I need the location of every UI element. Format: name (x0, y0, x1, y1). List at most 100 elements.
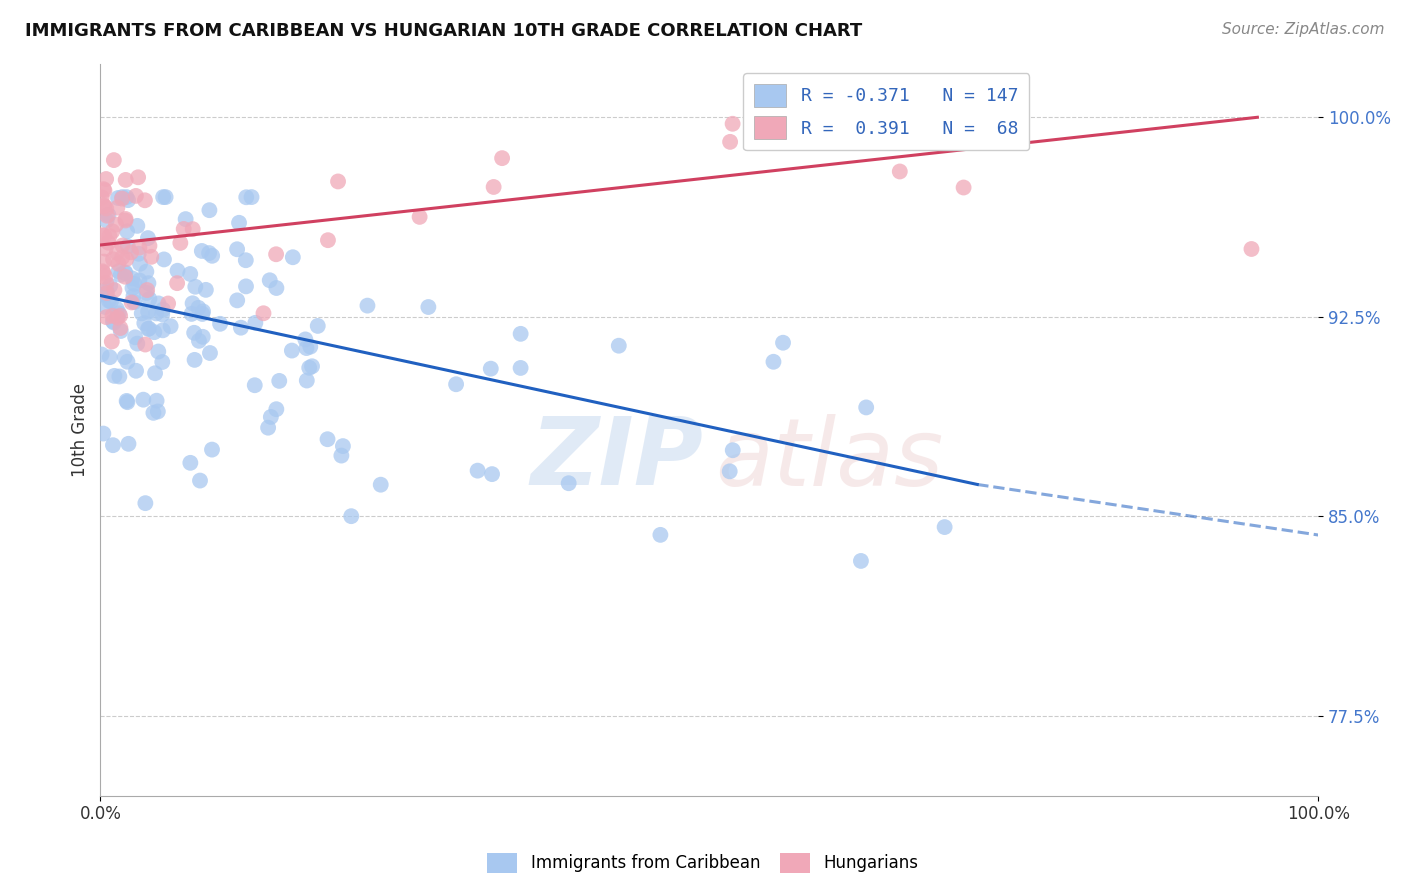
Point (762, 355, 785, 369)
Point (557, 476, 579, 491)
Point (124, 295, 146, 310)
Point (259, 273, 281, 287)
Point (115, 393, 138, 408)
Point (94, 287, 117, 301)
Point (143, 366, 166, 380)
Point (107, 191, 129, 205)
Point (650, 528, 672, 542)
Point (93, 182, 115, 196)
Point (135, 264, 157, 278)
Point (101, 314, 124, 328)
Point (934, 520, 956, 534)
Point (330, 449, 353, 463)
Point (444, 377, 467, 392)
Point (146, 404, 169, 418)
Point (482, 180, 505, 194)
Point (96, 283, 118, 297)
Point (121, 281, 143, 295)
Point (173, 222, 195, 236)
Point (332, 439, 354, 453)
Point (98, 350, 121, 364)
Point (103, 316, 125, 330)
Point (90, 347, 112, 361)
Point (127, 170, 149, 185)
Point (101, 309, 124, 323)
Point (108, 369, 131, 384)
Point (226, 242, 249, 256)
Point (96, 310, 118, 325)
Point (128, 247, 150, 261)
Point (491, 151, 513, 165)
Point (721, 443, 744, 458)
Text: Source: ZipAtlas.com: Source: ZipAtlas.com (1222, 22, 1385, 37)
Point (136, 231, 159, 245)
Point (97, 208, 120, 222)
Point (108, 309, 131, 323)
Point (101, 334, 124, 349)
Point (134, 337, 156, 351)
Point (122, 277, 145, 291)
Point (481, 467, 503, 482)
Point (142, 406, 165, 420)
Point (849, 554, 872, 568)
Point (114, 173, 136, 187)
Point (298, 360, 321, 375)
Point (94, 300, 117, 314)
Point (107, 264, 129, 278)
Point (91, 228, 114, 243)
Point (198, 203, 221, 218)
Point (183, 352, 205, 367)
Point (260, 409, 283, 424)
Point (93, 287, 115, 301)
Point (191, 244, 214, 258)
Point (152, 302, 174, 317)
Text: atlas: atlas (716, 414, 943, 505)
Point (103, 283, 125, 297)
Point (114, 213, 136, 227)
Point (718, 464, 741, 478)
Point (111, 238, 134, 252)
Point (105, 310, 128, 324)
Point (93, 198, 115, 212)
Point (125, 189, 148, 203)
Point (115, 190, 138, 204)
Point (228, 216, 250, 230)
Point (132, 392, 155, 407)
Point (150, 307, 173, 321)
Point (174, 212, 197, 227)
Point (191, 304, 214, 318)
Point (316, 233, 339, 247)
Point (180, 307, 202, 321)
Point (110, 268, 132, 282)
Point (121, 295, 143, 310)
Point (316, 432, 339, 446)
Point (129, 257, 152, 271)
Point (257, 420, 280, 434)
Point (243, 378, 266, 392)
Point (266, 402, 288, 417)
Point (179, 456, 201, 470)
Point (269, 374, 291, 388)
Legend: R = -0.371   N = 147, R =  0.391   N =  68: R = -0.371 N = 147, R = 0.391 N = 68 (742, 73, 1029, 150)
Point (96, 277, 118, 291)
Point (201, 442, 224, 457)
Point (135, 285, 157, 300)
Point (235, 253, 257, 268)
Point (509, 326, 531, 341)
Point (96, 202, 118, 216)
Point (191, 307, 214, 321)
Point (252, 306, 274, 320)
Point (105, 301, 128, 316)
Point (93, 228, 115, 243)
Point (93, 266, 115, 280)
Point (117, 437, 139, 451)
Point (138, 321, 160, 335)
Point (136, 322, 159, 336)
Point (181, 296, 204, 310)
Point (607, 339, 630, 353)
Point (105, 245, 128, 260)
Point (301, 359, 323, 374)
Point (98, 278, 121, 293)
Point (183, 326, 205, 340)
Point (94, 172, 117, 186)
